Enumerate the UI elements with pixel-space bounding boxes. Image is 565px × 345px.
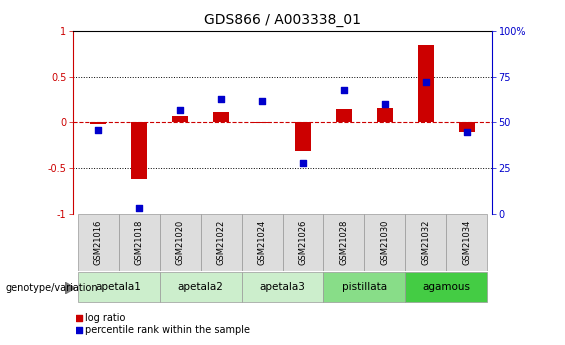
Text: GSM21034: GSM21034 — [463, 220, 471, 265]
Point — [134, 206, 144, 211]
Point — [258, 98, 267, 103]
Text: GSM21032: GSM21032 — [421, 220, 431, 265]
Bar — [377, 108, 393, 122]
FancyBboxPatch shape — [406, 273, 488, 302]
Polygon shape — [65, 282, 75, 294]
Point — [176, 107, 185, 112]
Point — [216, 96, 225, 101]
Point — [462, 129, 471, 135]
Text: GSM21022: GSM21022 — [216, 220, 225, 265]
Text: log ratio: log ratio — [85, 313, 125, 323]
Text: GSM21020: GSM21020 — [176, 220, 185, 265]
Bar — [131, 122, 147, 179]
Bar — [254, 122, 270, 124]
Bar — [213, 111, 229, 122]
Text: GSM21030: GSM21030 — [380, 220, 389, 265]
FancyBboxPatch shape — [282, 214, 324, 271]
Text: genotype/variation: genotype/variation — [6, 283, 98, 293]
FancyBboxPatch shape — [119, 214, 159, 271]
Text: GSM21018: GSM21018 — [134, 220, 144, 265]
FancyBboxPatch shape — [324, 214, 364, 271]
Point — [421, 79, 431, 85]
Bar — [90, 122, 106, 124]
Text: GSM21016: GSM21016 — [94, 220, 102, 265]
Point — [298, 160, 307, 166]
Bar — [336, 109, 352, 122]
FancyBboxPatch shape — [364, 214, 406, 271]
FancyBboxPatch shape — [324, 273, 406, 302]
Point — [75, 328, 84, 333]
FancyBboxPatch shape — [159, 214, 201, 271]
Point — [75, 315, 84, 321]
Text: agamous: agamous — [423, 282, 471, 292]
Point — [380, 101, 389, 107]
Point — [94, 127, 103, 132]
Bar — [459, 122, 475, 132]
FancyBboxPatch shape — [201, 214, 241, 271]
FancyBboxPatch shape — [446, 214, 488, 271]
Text: GSM21028: GSM21028 — [340, 220, 349, 265]
Text: apetala3: apetala3 — [259, 282, 306, 292]
FancyBboxPatch shape — [159, 273, 241, 302]
Text: percentile rank within the sample: percentile rank within the sample — [85, 325, 250, 335]
Bar — [295, 122, 311, 151]
Bar — [172, 116, 188, 122]
FancyBboxPatch shape — [77, 273, 159, 302]
Bar — [418, 45, 434, 122]
Text: apetala1: apetala1 — [95, 282, 141, 292]
Point — [340, 87, 349, 92]
FancyBboxPatch shape — [406, 214, 446, 271]
FancyBboxPatch shape — [241, 214, 282, 271]
Text: pistillata: pistillata — [342, 282, 387, 292]
Text: GSM21024: GSM21024 — [258, 220, 267, 265]
FancyBboxPatch shape — [241, 273, 324, 302]
Text: apetala2: apetala2 — [177, 282, 223, 292]
Title: GDS866 / A003338_01: GDS866 / A003338_01 — [204, 13, 361, 27]
Text: GSM21026: GSM21026 — [298, 220, 307, 265]
FancyBboxPatch shape — [77, 214, 119, 271]
